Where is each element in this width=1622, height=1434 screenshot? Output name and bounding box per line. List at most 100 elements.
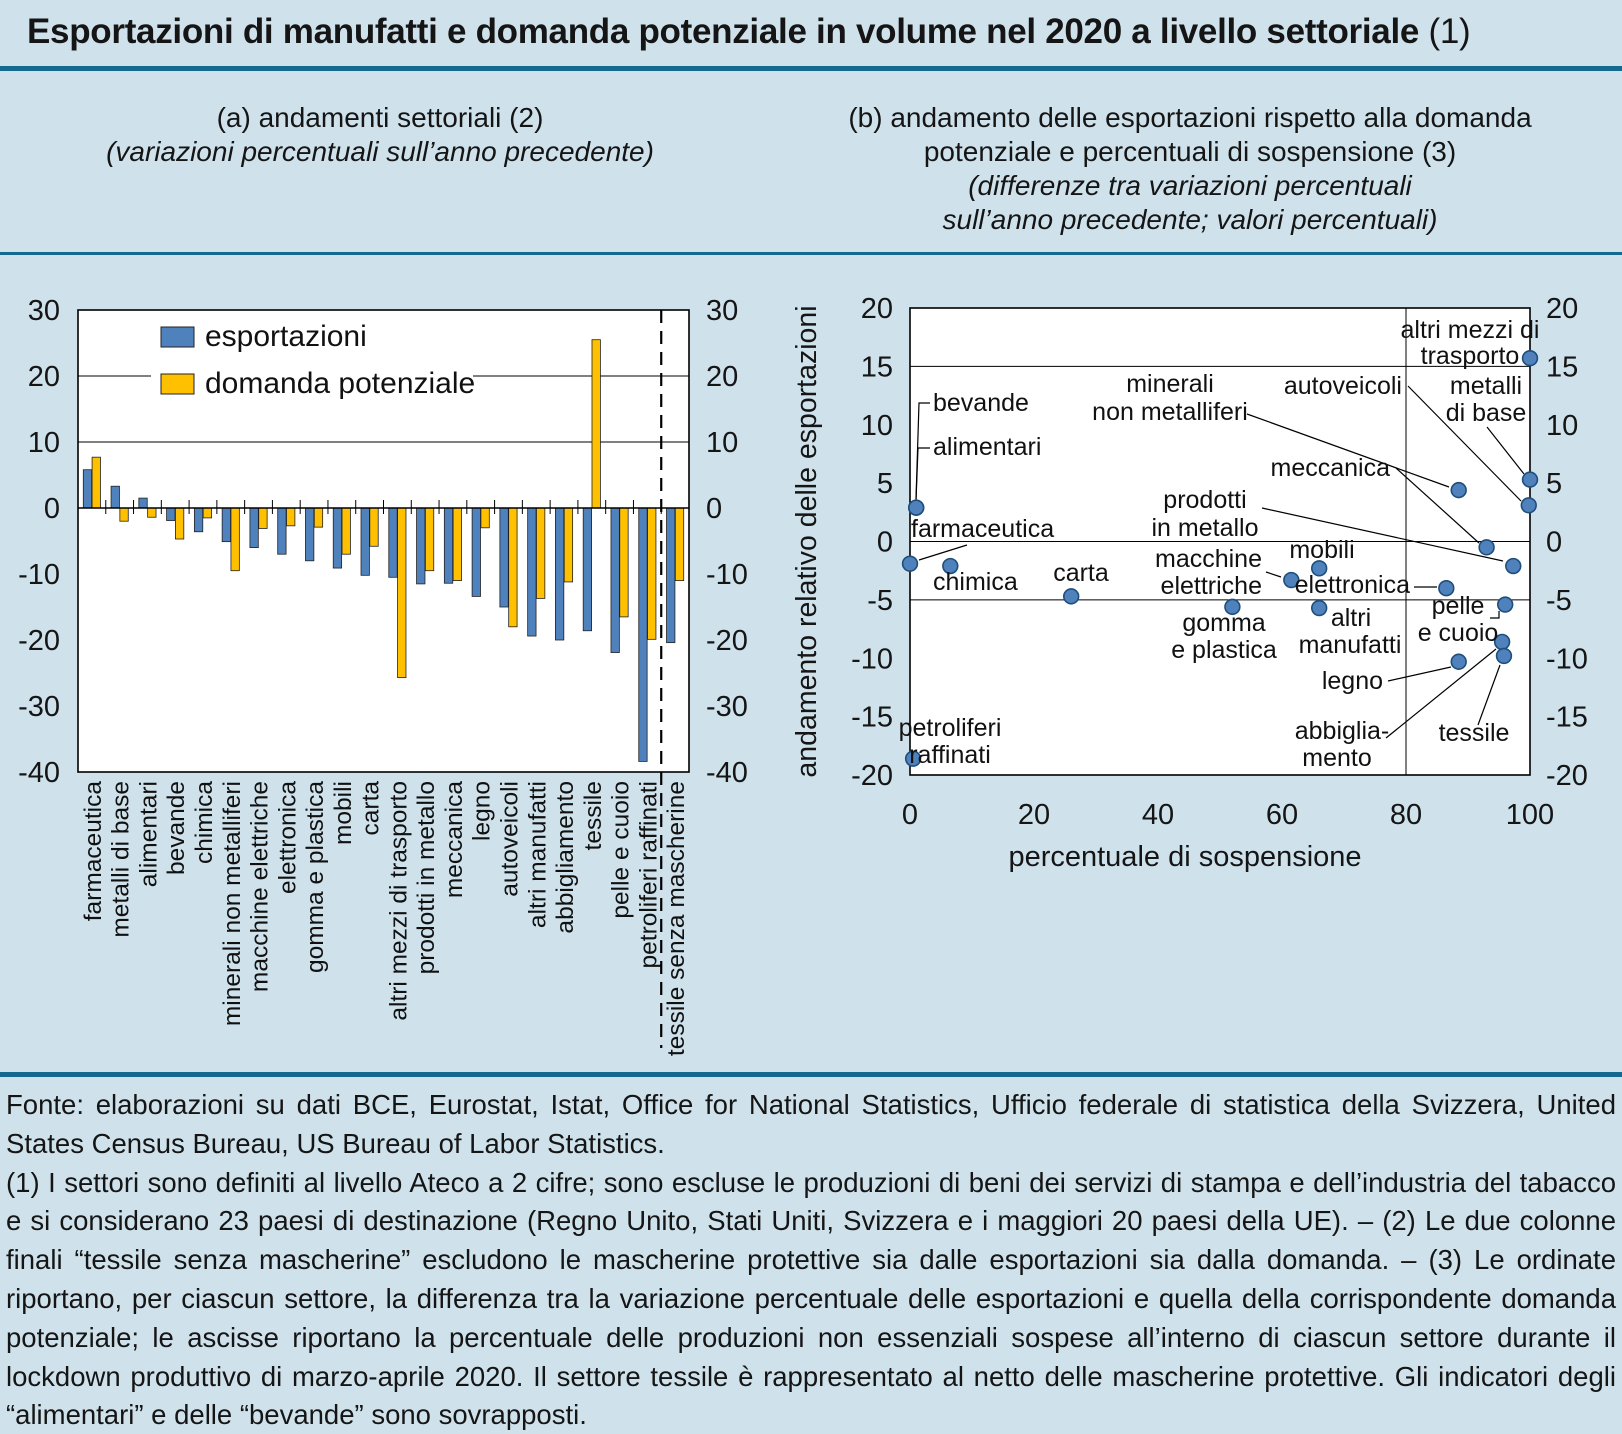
page-title-note: (1) xyxy=(1419,12,1471,51)
pointer-line-minerali-non-metalliferi xyxy=(1246,413,1450,488)
panel-a-ytick-left-30: 30 xyxy=(28,295,60,327)
scatter-point-macchine-elettriche xyxy=(1283,571,1300,589)
category-label-abbigliamento: abbigliamento xyxy=(552,781,579,934)
pointer-line-meccanica xyxy=(1395,467,1480,544)
panel-b-subheading-line2: sull’anno precedente; valori percentuali… xyxy=(942,204,1438,235)
panel-b-ytick-right-0: 0 xyxy=(1546,527,1562,559)
scatter-point-altri-manufatti xyxy=(1310,599,1328,617)
bar-esportazioni-altri-mezzi-di-trasporto xyxy=(388,507,398,578)
panel-a-ytick-left-10: 10 xyxy=(28,427,60,459)
panel-a-ytick-left-20: 20 xyxy=(28,361,60,393)
panel-b-ylabel: andamento relativo delle esportazioni xyxy=(791,305,823,777)
bar-domanda-potenziale-altri-manufatti xyxy=(536,507,546,599)
panel-a-ytick-right-0: 0 xyxy=(706,493,722,525)
bar-esportazioni-prodotti-in-metallo xyxy=(416,507,426,585)
panel-a-ytick-left--20: -20 xyxy=(18,625,60,657)
panel-b-ytick-left-0: 0 xyxy=(877,527,893,559)
panel-a-ytick-right-20: 20 xyxy=(706,361,738,393)
bar-domanda-potenziale-petroliferi-raffinati xyxy=(647,507,657,640)
scatter-point-metalli-di-base xyxy=(1521,471,1539,488)
point-label-autoveicoli: autoveicoli xyxy=(1284,372,1402,400)
panel-b-heading-line1: (b) andamento delle esportazioni rispett… xyxy=(848,102,1532,133)
pointer-line-legno xyxy=(1387,666,1452,682)
bar-esportazioni-legno xyxy=(471,507,481,597)
bar-domanda-potenziale-bevande xyxy=(175,507,185,540)
bar-esportazioni-chimica xyxy=(193,507,204,533)
pointer-line-metalli-di-base xyxy=(1486,426,1525,475)
bar-domanda-potenziale-elettronica xyxy=(286,507,296,527)
category-label-macchine-elettriche: macchine elettriche xyxy=(247,781,274,992)
figure-notes: (1) I settori sono definiti al livello A… xyxy=(6,1166,1616,1431)
category-label-chimica: chimica xyxy=(191,781,218,864)
panel-b-ytick-left--15: -15 xyxy=(851,702,893,734)
point-label-abbigliamento-l2: mento xyxy=(1302,744,1371,772)
category-label-prodotti-in-metallo: prodotti in metallo xyxy=(413,781,440,974)
bar-domanda-potenziale-autoveicoli xyxy=(508,507,518,628)
point-label-alimentari: alimentari xyxy=(933,433,1041,461)
scatter-point-carta xyxy=(1062,588,1080,605)
category-label-altri-manufatti: altri manufatti xyxy=(524,781,551,928)
point-label-mobili: mobili xyxy=(1289,536,1354,564)
point-label-altri-manufatti-l2: manufatti xyxy=(1299,631,1402,659)
category-label-alimentari: alimentari xyxy=(135,781,162,887)
point-label-legno: legno xyxy=(1322,667,1383,695)
scatter-point-tessile xyxy=(1495,647,1513,665)
panel-b-xlabel: percentuale di sospensione xyxy=(1008,841,1361,873)
category-label-autoveicoli: autoveicoli xyxy=(496,781,523,897)
legend-label-esportazioni: esportazioni xyxy=(205,320,367,353)
panel-b-ytick-right--15: -15 xyxy=(1546,702,1588,734)
scatter-point-elettronica xyxy=(1438,579,1455,597)
panel-a-ytick-left--10: -10 xyxy=(18,559,60,591)
bar-esportazioni-tessile-senza-mascherine xyxy=(666,507,676,644)
category-label-petroliferi-raffinati: petroliferi raffinati xyxy=(635,781,662,968)
scatter-point-gomma-e-plastica xyxy=(1224,598,1241,616)
scatter-point-farmaceutica xyxy=(901,555,919,572)
category-label-metalli-di-base: metalli di base xyxy=(108,781,135,938)
pointer-line-farmaceutica xyxy=(918,544,968,561)
point-label-macchine-elettriche-l2: elettriche xyxy=(1161,572,1262,600)
bar-esportazioni-meccanica xyxy=(443,507,454,584)
pointer-line-pelle-e-cuoio xyxy=(1490,611,1500,619)
panel-b-xtick-100: 100 xyxy=(1506,799,1554,831)
category-label-tessile: tessile xyxy=(580,781,607,850)
category-label-elettronica: elettronica xyxy=(274,781,301,894)
panel-b-ytick-left--20: -20 xyxy=(851,760,893,792)
point-label-minerali-non-metalliferi-l1: minerali xyxy=(1126,370,1214,398)
pointer-line-macchine-elettriche xyxy=(1265,571,1282,578)
point-label-carta: carta xyxy=(1053,559,1109,587)
panel-b-ytick-right--10: -10 xyxy=(1546,643,1588,675)
bar-esportazioni-petroliferi-raffinati xyxy=(638,507,648,762)
bar-esportazioni-elettronica xyxy=(277,507,287,555)
point-label-meccanica: meccanica xyxy=(1271,454,1391,482)
scatter-point-meccanica xyxy=(1478,539,1495,556)
bar-esportazioni-bevande xyxy=(166,507,176,521)
bar-domanda-potenziale-prodotti-in-metallo xyxy=(424,507,435,572)
scatter-point-autoveicoli xyxy=(1520,497,1537,514)
point-label-farmaceutica: farmaceutica xyxy=(911,515,1054,543)
point-label-prodotti-in-metallo-l1: prodotti xyxy=(1163,486,1246,514)
point-label-petroliferi-raffinati-l2: raffinati xyxy=(909,741,991,769)
scatter-point-prodotti-in-metallo xyxy=(1505,557,1522,575)
panel-a-subheading: (variazioni percentuali sull’anno preced… xyxy=(106,136,654,167)
scatter-point-bevande xyxy=(907,499,925,516)
panel-a-ytick-right-10: 10 xyxy=(706,427,738,459)
point-label-metalli-di-base-l2: di base xyxy=(1446,399,1527,427)
scatter-point-mobili xyxy=(1310,560,1328,577)
charts-canvas: farmaceutica metalli di base alimentari bev… xyxy=(18,293,1588,1056)
point-label-macchine-elettriche-l1: macchine xyxy=(1155,545,1262,573)
bar-esportazioni-autoveicoli xyxy=(499,507,509,608)
panel-a-ytick-right--20: -20 xyxy=(706,625,748,657)
point-label-altri-mezzi-di-trasporto-l2: trasporto xyxy=(1421,342,1520,370)
bar-domanda-potenziale-mobili xyxy=(341,507,351,555)
panel-b-ytick-left-5: 5 xyxy=(877,468,893,500)
panel-b-ytick-left--10: -10 xyxy=(851,643,893,675)
bar-esportazioni-minerali-non-metalliferi xyxy=(221,507,231,543)
scatter-point-petroliferi-raffinati xyxy=(904,750,922,767)
scatter-point-altri-mezzi-di-trasporto xyxy=(1521,350,1539,367)
panel-b-xtick-20: 20 xyxy=(1018,799,1050,831)
panel-b-xtick-60: 60 xyxy=(1266,799,1298,831)
bar-domanda-potenziale-tessile-senza-mascherine xyxy=(674,507,685,581)
bar-esportazioni-macchine-elettriche xyxy=(249,507,259,548)
bar-domanda-potenziale-legno xyxy=(480,507,490,529)
